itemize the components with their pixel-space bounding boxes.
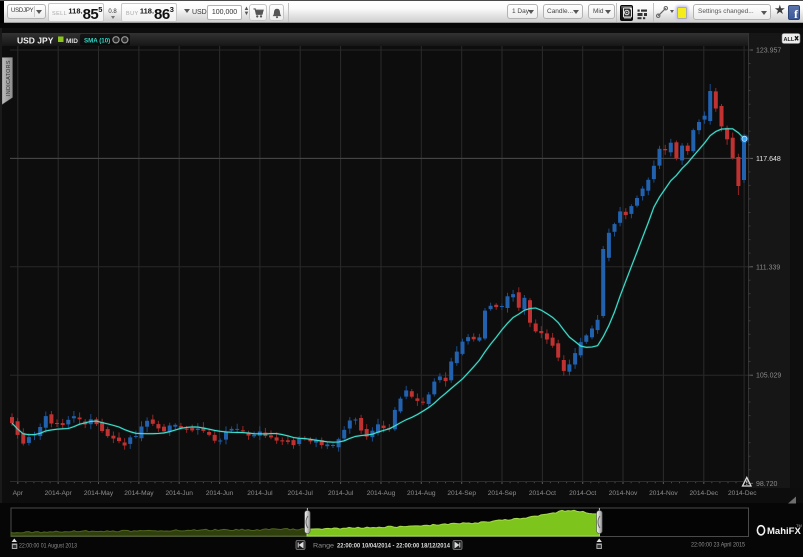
svg-text:2014-Jun: 2014-Jun: [165, 490, 193, 497]
svg-text:2014-Aug: 2014-Aug: [407, 490, 436, 497]
svg-text:2014-Dec: 2014-Dec: [728, 490, 757, 497]
svg-text:TM: TM: [796, 523, 802, 528]
svg-text:SMA (10): SMA (10): [84, 38, 110, 45]
svg-text:2014-Nov: 2014-Nov: [609, 490, 638, 497]
svg-text:2014-May: 2014-May: [84, 490, 114, 497]
svg-text:22:00:00 23 April 2015: 22:00:00 23 April 2015: [691, 542, 745, 549]
svg-text:Range: Range: [313, 543, 334, 550]
svg-text:2014-May: 2014-May: [124, 490, 154, 497]
svg-text:2014-Jul: 2014-Jul: [288, 490, 314, 497]
svg-text:2014-Oct: 2014-Oct: [569, 490, 596, 497]
svg-text:22:00:00 01 August 2013: 22:00:00 01 August 2013: [19, 543, 77, 550]
svg-text:MID: MID: [66, 38, 78, 45]
svg-text:INDICATORS: INDICATORS: [6, 60, 12, 96]
svg-text:2014-Sep: 2014-Sep: [447, 490, 476, 497]
svg-text:123.957: 123.957: [756, 48, 781, 55]
svg-text:2014-Aug: 2014-Aug: [367, 490, 396, 497]
svg-text:MahiFX: MahiFX: [767, 526, 801, 537]
svg-text:117.648: 117.648: [756, 156, 781, 163]
svg-text:2014-Apr: 2014-Apr: [45, 490, 73, 497]
svg-text:2014-Jun: 2014-Jun: [206, 490, 234, 497]
svg-text:22:00:00 10/04/2014 - 22:00:00: 22:00:00 10/04/2014 - 22:00:00 18/12/201…: [337, 543, 450, 550]
svg-text:98.720: 98.720: [756, 481, 778, 488]
svg-text:2014-Jul: 2014-Jul: [247, 490, 273, 497]
svg-text:USD JPY: USD JPY: [17, 35, 54, 45]
svg-text:2014-Nov: 2014-Nov: [649, 490, 678, 497]
svg-text:ALL: ALL: [784, 37, 795, 43]
svg-text:2014-Oct: 2014-Oct: [529, 490, 556, 497]
svg-text:2014-Dec: 2014-Dec: [690, 490, 719, 497]
svg-text:105.029: 105.029: [756, 373, 781, 380]
svg-text:Apr: Apr: [13, 490, 24, 497]
svg-text:2014-Sep: 2014-Sep: [488, 490, 517, 497]
svg-text:111.339: 111.339: [756, 264, 780, 271]
svg-text:2014-Jul: 2014-Jul: [328, 490, 354, 497]
